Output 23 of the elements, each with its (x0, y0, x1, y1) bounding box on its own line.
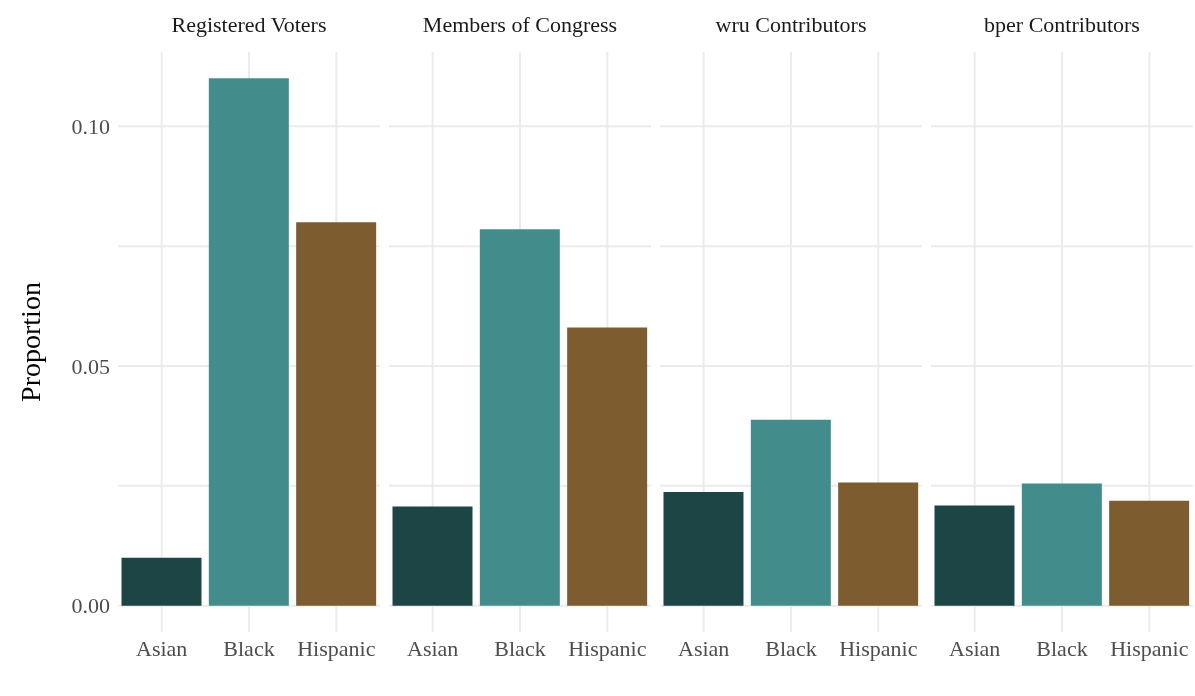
x-tick-label: Black (765, 635, 817, 661)
x-tick-label: Hispanic (839, 635, 918, 661)
y-axis-title: Proportion (14, 282, 46, 402)
y-tick-label: 0.00 (71, 593, 110, 619)
chart-title: wru Contributors (714, 11, 868, 39)
chart-title: bper Contributors (983, 11, 1141, 39)
x-tick-label: Asian (678, 635, 730, 661)
x-tick-label: Asian (949, 635, 1001, 661)
x-tick-label: Hispanic (1110, 635, 1189, 661)
bar (296, 222, 377, 606)
x-tick-label: Hispanic (297, 635, 376, 661)
chart-title: Members of Congress (421, 11, 619, 39)
x-tick-label: Asian (136, 635, 188, 661)
x-tick-label: Black (494, 635, 546, 661)
x-tick-label: Asian (407, 635, 459, 661)
y-tick-label: 0.05 (71, 353, 110, 379)
x-tick-label: Black (1036, 635, 1088, 661)
bar (208, 78, 289, 606)
chart-title: Registered Voters (170, 11, 328, 39)
x-tick-label: Hispanic (568, 635, 647, 661)
bar (121, 557, 202, 606)
y-tick-label: 0.10 (71, 114, 110, 140)
x-tick-label: Black (223, 635, 275, 661)
